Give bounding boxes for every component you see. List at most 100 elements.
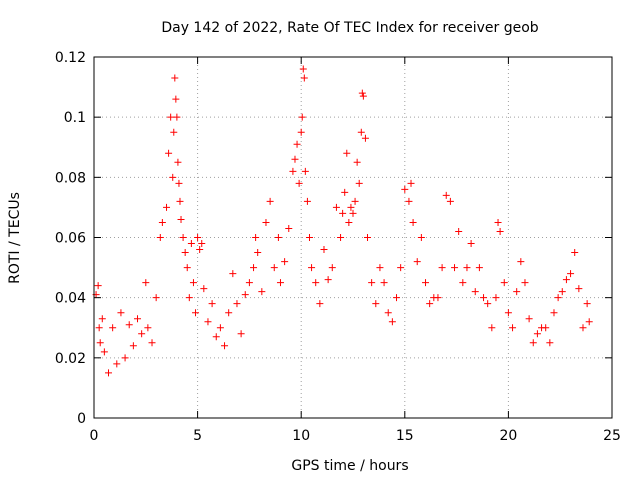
data-point bbox=[156, 234, 164, 241]
data-point bbox=[446, 197, 454, 205]
data-point bbox=[397, 264, 405, 272]
data-point bbox=[198, 240, 206, 248]
data-point bbox=[345, 218, 353, 226]
data-point bbox=[554, 294, 562, 302]
data-point bbox=[250, 264, 258, 272]
data-point bbox=[216, 324, 224, 332]
data-point bbox=[298, 113, 306, 121]
data-point bbox=[270, 264, 278, 272]
data-point bbox=[562, 276, 570, 284]
data-point bbox=[291, 155, 299, 163]
data-point bbox=[358, 89, 366, 97]
data-point bbox=[585, 318, 593, 326]
data-point bbox=[245, 279, 253, 287]
data-point bbox=[297, 128, 305, 136]
data-point bbox=[105, 369, 113, 377]
ticks: 0 5 10 15 20 25 0 0.02 0.04 0.06 0.08 0.1 0.12 bbox=[55, 50, 621, 444]
data-point bbox=[341, 188, 349, 196]
data-point bbox=[308, 264, 316, 272]
data-point bbox=[347, 203, 355, 211]
data-point bbox=[579, 324, 587, 332]
data-point bbox=[299, 65, 307, 73]
data-point bbox=[417, 234, 425, 241]
data-point bbox=[513, 288, 521, 296]
data-point bbox=[237, 330, 245, 338]
data-point bbox=[407, 179, 415, 187]
data-point bbox=[148, 339, 156, 347]
data-point bbox=[550, 309, 558, 317]
data-point bbox=[320, 246, 328, 254]
y-axis-label: ROTI / TECUs bbox=[7, 192, 23, 284]
data-point bbox=[129, 342, 137, 350]
data-point bbox=[194, 234, 202, 241]
data-point bbox=[301, 167, 309, 175]
data-point bbox=[357, 128, 365, 136]
data-point bbox=[169, 173, 177, 181]
data-point bbox=[225, 309, 233, 317]
data-point bbox=[138, 330, 146, 338]
data-point bbox=[542, 324, 550, 332]
data-point bbox=[175, 179, 183, 187]
data-point bbox=[176, 197, 184, 205]
data-point bbox=[401, 185, 409, 193]
data-point bbox=[343, 149, 351, 157]
data-point bbox=[95, 324, 103, 332]
data-point bbox=[212, 333, 220, 341]
data-point bbox=[189, 279, 197, 287]
y-tick-label: 0.04 bbox=[55, 291, 86, 307]
y-tick-label: 0.06 bbox=[55, 231, 86, 247]
data-point bbox=[413, 258, 421, 266]
data-point bbox=[229, 270, 237, 278]
data-point bbox=[571, 249, 579, 257]
data-point bbox=[471, 288, 479, 296]
data-point bbox=[181, 249, 189, 257]
data-point bbox=[281, 258, 289, 266]
data-point bbox=[204, 318, 212, 326]
x-tick-label: 5 bbox=[193, 428, 202, 444]
data-point bbox=[241, 291, 249, 299]
data-point bbox=[285, 224, 293, 232]
data-point bbox=[583, 300, 591, 308]
data-point bbox=[567, 270, 575, 278]
data-point bbox=[274, 234, 282, 241]
data-point bbox=[295, 179, 303, 187]
data-point bbox=[142, 279, 150, 287]
x-tick-label: 20 bbox=[499, 428, 517, 444]
data-point bbox=[509, 324, 517, 332]
y-tick-label: 0.02 bbox=[55, 351, 86, 367]
data-point bbox=[442, 191, 450, 199]
data-point bbox=[303, 197, 311, 205]
x-tick-label: 15 bbox=[396, 428, 414, 444]
data-point bbox=[529, 339, 537, 347]
data-point bbox=[496, 227, 504, 235]
data-point bbox=[121, 354, 129, 362]
x-tick-label: 10 bbox=[292, 428, 310, 444]
data-point bbox=[171, 74, 179, 82]
data-point bbox=[183, 264, 191, 272]
data-points bbox=[92, 65, 593, 377]
data-point bbox=[96, 339, 104, 347]
data-point bbox=[312, 279, 320, 287]
data-point bbox=[276, 279, 284, 287]
data-point bbox=[517, 258, 525, 266]
data-point bbox=[349, 209, 357, 217]
data-point bbox=[324, 276, 332, 284]
data-point bbox=[289, 167, 297, 175]
data-point bbox=[173, 113, 181, 121]
data-point bbox=[187, 240, 195, 248]
chart-title: Day 142 of 2022, Rate Of TEC Index for r… bbox=[161, 20, 538, 36]
data-point bbox=[170, 128, 178, 136]
data-point bbox=[451, 264, 459, 272]
y-tick-label: 0.08 bbox=[55, 170, 86, 186]
data-point bbox=[94, 282, 102, 290]
data-point bbox=[359, 92, 367, 100]
data-point bbox=[422, 279, 430, 287]
data-point bbox=[200, 285, 208, 293]
data-point bbox=[98, 315, 106, 323]
data-point bbox=[426, 300, 434, 308]
data-point bbox=[492, 294, 500, 302]
data-point bbox=[266, 197, 274, 205]
data-point bbox=[109, 324, 117, 332]
data-point bbox=[434, 294, 442, 302]
data-point bbox=[254, 249, 262, 257]
